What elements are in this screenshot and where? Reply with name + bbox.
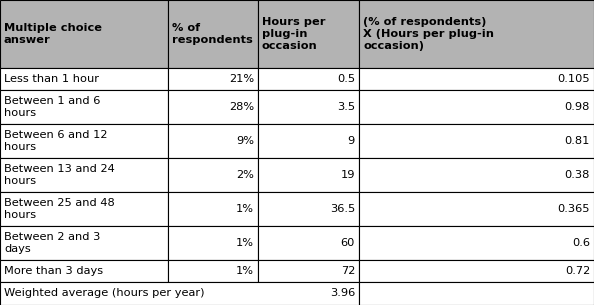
Bar: [258, 90, 359, 124]
Text: 1%: 1%: [236, 238, 254, 248]
Bar: [168, 68, 258, 90]
Text: Weighted average (hours per year): Weighted average (hours per year): [4, 289, 204, 299]
Text: 9: 9: [347, 136, 355, 146]
Text: Multiple choice
answer: Multiple choice answer: [4, 23, 102, 45]
Bar: [0, 68, 168, 90]
Bar: [168, 226, 258, 260]
Bar: [359, 192, 594, 226]
Text: Between 6 and 12
hours: Between 6 and 12 hours: [4, 130, 108, 152]
Bar: [359, 158, 594, 192]
Text: 36.5: 36.5: [330, 204, 355, 214]
Text: 21%: 21%: [229, 74, 254, 84]
Text: Between 1 and 6
hours: Between 1 and 6 hours: [4, 96, 100, 118]
Bar: [258, 192, 359, 226]
Text: 0.6: 0.6: [572, 238, 590, 248]
Bar: [359, 90, 594, 124]
Bar: [359, 124, 594, 158]
Bar: [359, 0, 594, 68]
Text: Between 13 and 24
hours: Between 13 and 24 hours: [4, 164, 115, 186]
Text: 19: 19: [340, 170, 355, 180]
Bar: [168, 260, 258, 282]
Bar: [258, 158, 359, 192]
Text: 9%: 9%: [236, 136, 254, 146]
Bar: [258, 226, 359, 260]
Text: 0.81: 0.81: [565, 136, 590, 146]
Text: Less than 1 hour: Less than 1 hour: [4, 74, 99, 84]
Bar: [0, 226, 168, 260]
Text: % of
respondents: % of respondents: [172, 23, 253, 45]
Text: 60: 60: [340, 238, 355, 248]
Bar: [168, 158, 258, 192]
Bar: [168, 124, 258, 158]
Text: 0.105: 0.105: [557, 74, 590, 84]
Bar: [258, 68, 359, 90]
Bar: [359, 282, 594, 305]
Bar: [258, 260, 359, 282]
Bar: [258, 124, 359, 158]
Bar: [359, 226, 594, 260]
Bar: [258, 0, 359, 68]
Text: 28%: 28%: [229, 102, 254, 112]
Text: 3.5: 3.5: [337, 102, 355, 112]
Bar: [0, 282, 359, 305]
Text: 2%: 2%: [236, 170, 254, 180]
Bar: [0, 192, 168, 226]
Bar: [359, 68, 594, 90]
Text: 1%: 1%: [236, 204, 254, 214]
Bar: [168, 90, 258, 124]
Bar: [0, 0, 168, 68]
Text: 1%: 1%: [236, 266, 254, 276]
Text: Hours per
plug-in
occasion: Hours per plug-in occasion: [262, 17, 326, 51]
Text: More than 3 days: More than 3 days: [4, 266, 103, 276]
Text: 0.5: 0.5: [337, 74, 355, 84]
Text: Between 2 and 3
days: Between 2 and 3 days: [4, 232, 100, 254]
Bar: [168, 0, 258, 68]
Bar: [168, 192, 258, 226]
Bar: [359, 260, 594, 282]
Text: 72: 72: [340, 266, 355, 276]
Bar: [0, 124, 168, 158]
Bar: [0, 260, 168, 282]
Text: 0.365: 0.365: [558, 204, 590, 214]
Text: 0.98: 0.98: [565, 102, 590, 112]
Text: Between 25 and 48
hours: Between 25 and 48 hours: [4, 198, 115, 220]
Text: 0.72: 0.72: [565, 266, 590, 276]
Text: 3.96: 3.96: [330, 289, 355, 299]
Text: (% of respondents)
X (Hours per plug-in
occasion): (% of respondents) X (Hours per plug-in …: [363, 17, 494, 51]
Text: 0.38: 0.38: [565, 170, 590, 180]
Bar: [0, 90, 168, 124]
Bar: [0, 158, 168, 192]
